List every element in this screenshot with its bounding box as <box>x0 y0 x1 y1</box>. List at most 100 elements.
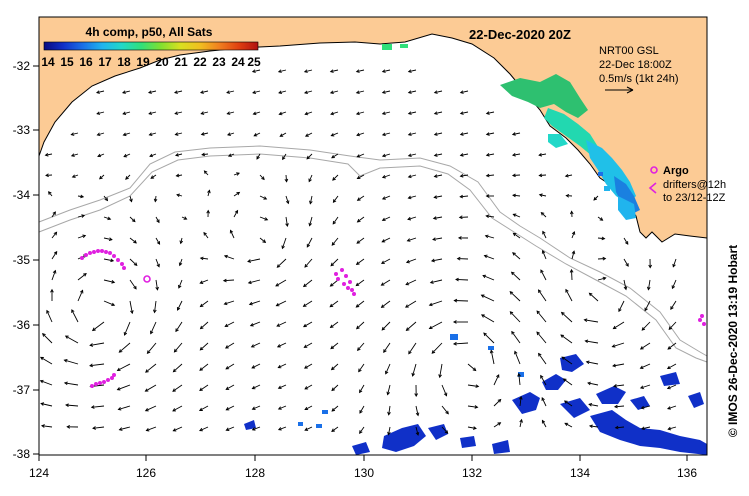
current-arrow <box>119 426 131 431</box>
current-arrow-head <box>330 133 335 137</box>
current-arrow <box>405 300 417 308</box>
current-arrow <box>123 132 131 136</box>
current-arrow-head <box>40 424 45 428</box>
current-arrow <box>201 111 209 115</box>
current-arrow-head <box>512 232 517 237</box>
current-arrow <box>92 426 105 429</box>
current-arrows <box>39 69 677 436</box>
current-arrow <box>129 237 137 244</box>
current-arrow <box>407 237 417 242</box>
x-axis: 124 126 128 130 132 134 136 <box>29 455 697 480</box>
current-arrow <box>612 363 625 367</box>
current-arrow-head <box>80 194 85 199</box>
current-arrow <box>233 192 240 197</box>
current-arrow-head <box>385 370 389 375</box>
current-arrow-head <box>668 326 673 330</box>
map-title: 22-Dec-2020 20Z <box>469 27 571 42</box>
current-arrow-head <box>459 174 464 178</box>
current-arrow-head <box>511 132 516 136</box>
current-arrow-head <box>560 334 565 338</box>
current-arrow-head <box>612 363 617 368</box>
current-arrow <box>252 405 261 410</box>
current-arrow-head <box>175 173 180 178</box>
current-arrow-head <box>356 347 361 352</box>
current-arrow <box>460 90 469 94</box>
current-arrow-head <box>330 345 335 350</box>
current-arrow-head <box>199 346 204 351</box>
current-arrow-head <box>511 173 516 178</box>
current-arrow <box>641 405 651 409</box>
current-arrow-head <box>407 111 412 115</box>
current-arrow-head <box>277 69 282 73</box>
current-arrow <box>564 422 573 428</box>
current-arrow <box>278 426 287 431</box>
current-arrow <box>40 357 53 365</box>
current-arrow-head <box>249 323 254 327</box>
argo-float <box>143 275 151 283</box>
current-arrow <box>539 174 547 176</box>
current-arrow <box>124 321 131 336</box>
current-arrow <box>385 363 391 374</box>
current-arrow <box>248 279 261 284</box>
current-arrow <box>356 132 365 136</box>
current-arrow <box>432 237 443 241</box>
current-arrow-head <box>65 403 69 407</box>
current-arrow-head <box>514 350 518 355</box>
current-arrow-head <box>251 427 256 431</box>
current-arrow-head <box>453 298 458 303</box>
current-arrow-head <box>485 214 490 219</box>
current-arrow-head <box>111 302 116 307</box>
current-arrow-head <box>250 344 255 348</box>
current-arrow <box>278 405 287 410</box>
current-arrow <box>536 331 547 344</box>
current-arrow-head <box>428 325 433 330</box>
current-arrow-head <box>96 111 101 115</box>
current-arrow-head <box>96 132 101 137</box>
current-arrow-head <box>199 303 204 308</box>
current-arrow <box>331 426 339 432</box>
current-arrow-head <box>407 69 412 73</box>
current-arrow-head <box>222 278 227 283</box>
current-arrow-head <box>541 249 546 254</box>
current-arrow-head <box>666 365 671 370</box>
current-arrow-head <box>108 237 113 242</box>
current-arrow <box>613 321 625 329</box>
current-arrow <box>330 258 339 267</box>
current-arrow-head <box>48 191 52 195</box>
current-arrow <box>434 90 443 94</box>
current-arrow <box>406 321 417 331</box>
current-arrow-head <box>433 132 438 136</box>
current-arrow-head <box>485 111 490 115</box>
current-arrow-head <box>253 133 258 137</box>
current-arrow-head <box>670 306 674 311</box>
current-arrow-head <box>666 385 671 390</box>
current-arrow <box>513 213 521 218</box>
current-arrow <box>597 277 606 281</box>
current-arrow-head <box>329 90 334 95</box>
current-arrow <box>330 69 339 73</box>
current-arrow-head <box>130 310 134 315</box>
current-arrow <box>587 382 599 386</box>
current-arrow-head <box>457 236 462 240</box>
current-arrow <box>486 111 495 115</box>
current-arrow <box>441 384 447 396</box>
current-arrow <box>251 342 261 348</box>
current-arrow <box>97 132 105 136</box>
current-arrow-head <box>199 90 204 94</box>
current-legend: NRT00 GSL 22-Dec 18:00Z 0.5m/s (1kt 24h) <box>599 45 678 94</box>
current-arrow-head <box>405 259 410 264</box>
current-arrow-head <box>564 422 569 427</box>
sst-patches-coastal <box>382 44 640 220</box>
current-arrow <box>382 216 391 221</box>
current-arrow-head <box>537 289 542 294</box>
current-arrow <box>585 340 599 344</box>
current-arrow-head <box>612 325 617 330</box>
current-arrow <box>493 399 502 407</box>
current-arrow-head <box>430 258 435 263</box>
isobath-contours <box>38 145 708 363</box>
current-arrow <box>285 195 289 204</box>
current-arrow <box>253 111 261 115</box>
current-arrow <box>493 374 500 386</box>
colorbar-tick: 22 <box>193 55 207 69</box>
